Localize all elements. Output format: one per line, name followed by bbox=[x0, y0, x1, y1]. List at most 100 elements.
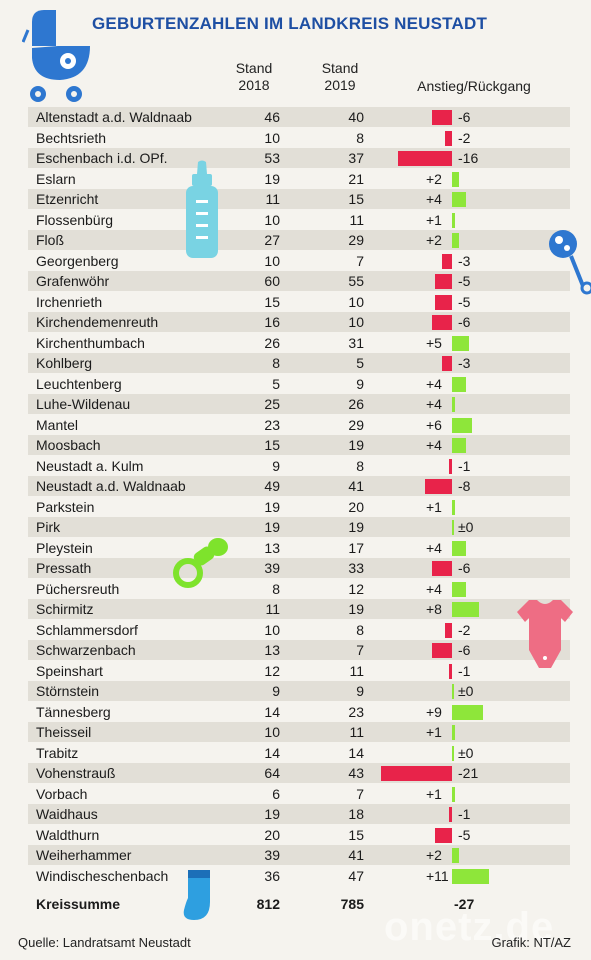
change-bar bbox=[452, 397, 456, 412]
municipality-name: Etzenricht bbox=[36, 191, 99, 207]
total-label: Kreissumme bbox=[36, 896, 121, 912]
table-row: Leuchtenberg 5 9 +4 bbox=[28, 374, 570, 394]
change-bar bbox=[448, 663, 452, 679]
table-row: Windischeschenbach 36 47 +11 bbox=[28, 866, 570, 886]
value-2018: 14 bbox=[264, 744, 280, 761]
change-label: -5 bbox=[458, 273, 471, 289]
value-2018: 10 bbox=[264, 621, 280, 638]
municipality-name: Parkstein bbox=[36, 498, 95, 515]
value-2018: 20 bbox=[264, 826, 280, 843]
change-label: +8 bbox=[426, 601, 442, 617]
value-2019: 55 bbox=[348, 273, 364, 289]
municipality-name: Bechtsrieth bbox=[36, 129, 107, 146]
watermark: onetz.de bbox=[384, 905, 555, 949]
total-change: -27 bbox=[454, 896, 475, 912]
value-2018: 13 bbox=[264, 642, 280, 658]
change-label: -6 bbox=[458, 560, 471, 576]
total-2019: 785 bbox=[340, 896, 364, 912]
value-2018: 16 bbox=[264, 314, 280, 330]
table-row: Eslarn 19 21 +2 bbox=[28, 169, 570, 189]
municipality-name: Püchersreuth bbox=[36, 580, 120, 597]
value-2019: 18 bbox=[348, 806, 364, 822]
change-bar bbox=[441, 356, 452, 371]
stroller-icon bbox=[22, 10, 90, 102]
value-2019: 40 bbox=[348, 109, 364, 125]
change-bar bbox=[452, 417, 473, 433]
change-bar bbox=[452, 438, 466, 453]
change-label: ±0 bbox=[458, 683, 474, 699]
municipality-name: Neustadt a. Kulm bbox=[36, 457, 144, 474]
table-row: Tännesberg 14 23 +9 bbox=[28, 702, 570, 722]
change-label: +5 bbox=[426, 334, 442, 351]
change-bar bbox=[452, 499, 456, 515]
municipality-name: Theisseil bbox=[36, 724, 92, 740]
table-row: Floß 27 29 +2 bbox=[28, 230, 570, 250]
change-label: -6 bbox=[458, 314, 471, 330]
change-label: +4 bbox=[426, 539, 442, 556]
table-row: Neustadt a. Kulm 9 8 -1 bbox=[28, 456, 570, 476]
municipality-name: Leuchtenberg bbox=[36, 375, 122, 392]
header-2019-line1: Stand bbox=[321, 60, 359, 76]
change-label: +9 bbox=[426, 703, 442, 720]
municipality-name: Georgenberg bbox=[36, 252, 119, 269]
value-2019: 29 bbox=[348, 416, 364, 433]
table-row: Schirmitz 11 19 +8 bbox=[28, 599, 570, 619]
table-row: Störnstein 9 9 ±0 bbox=[28, 681, 570, 701]
header-2018: Stand 2018 bbox=[226, 60, 282, 94]
value-2019: 14 bbox=[348, 744, 364, 761]
change-bar bbox=[435, 274, 452, 289]
change-label: -16 bbox=[458, 150, 479, 166]
change-bar bbox=[424, 479, 452, 494]
value-2018: 26 bbox=[264, 334, 280, 351]
value-2019: 7 bbox=[356, 252, 364, 269]
change-bar bbox=[448, 458, 452, 474]
baby-bodysuit-icon bbox=[517, 600, 573, 668]
chart-title: GEBURTENZAHLEN IM LANDKREIS NEUSTADT bbox=[92, 14, 488, 33]
change-label: ±0 bbox=[458, 519, 474, 535]
municipality-name: Altenstadt a.d. Waldnaab bbox=[36, 109, 192, 125]
change-bar bbox=[435, 827, 452, 843]
table-row: Moosbach 15 19 +4 bbox=[28, 435, 570, 455]
header-change: Anstieg/Rückgang bbox=[417, 78, 531, 94]
change-label: -6 bbox=[458, 109, 471, 125]
value-2019: 23 bbox=[348, 703, 364, 720]
change-label: +1 bbox=[426, 785, 442, 802]
change-bar bbox=[452, 233, 459, 248]
value-2019: 5 bbox=[356, 355, 364, 371]
table-row: Pressath 39 33 -6 bbox=[28, 558, 570, 578]
change-bar bbox=[452, 868, 490, 884]
table-row: Altenstadt a.d. Waldnaab 46 40 -6 bbox=[28, 107, 570, 127]
value-2018: 19 bbox=[264, 170, 280, 187]
municipality-name: Kohlberg bbox=[36, 355, 93, 371]
table-row: Pleystein 13 17 +4 bbox=[28, 538, 570, 558]
municipality-name: Eslarn bbox=[36, 170, 76, 187]
change-bar bbox=[435, 294, 452, 310]
change-label: -3 bbox=[458, 252, 471, 269]
header-2019: Stand 2019 bbox=[312, 60, 368, 94]
value-2018: 10 bbox=[264, 129, 280, 146]
change-label: +4 bbox=[426, 396, 442, 412]
change-bar bbox=[452, 192, 466, 207]
table-row: Trabitz 14 14 ±0 bbox=[28, 743, 570, 763]
value-2019: 47 bbox=[348, 867, 364, 884]
table-row: Flossenbürg 10 11 +1 bbox=[28, 210, 570, 230]
change-bar bbox=[452, 540, 466, 556]
value-2019: 37 bbox=[348, 150, 364, 166]
municipality-name: Speinshart bbox=[36, 662, 103, 679]
value-2019: 15 bbox=[348, 191, 364, 207]
change-label: -1 bbox=[458, 457, 471, 474]
municipality-name: Pirk bbox=[36, 519, 61, 535]
value-2018: 19 bbox=[264, 519, 280, 535]
value-2019: 41 bbox=[348, 847, 364, 863]
municipality-name: Weiherhammer bbox=[36, 847, 132, 863]
credit-note: Grafik: NT/AZ bbox=[491, 935, 571, 950]
change-bar bbox=[380, 766, 452, 781]
table-row: Etzenricht 11 15 +4 bbox=[28, 189, 570, 209]
change-label: -5 bbox=[458, 826, 471, 843]
value-2018: 13 bbox=[264, 539, 280, 556]
value-2018: 53 bbox=[264, 150, 280, 166]
header-2019-line2: 2019 bbox=[324, 77, 356, 93]
table-row: Neustadt a.d. Waldnaab 49 41 -8 bbox=[28, 476, 570, 496]
value-2019: 33 bbox=[348, 560, 364, 576]
table-row: Parkstein 19 20 +1 bbox=[28, 497, 570, 517]
